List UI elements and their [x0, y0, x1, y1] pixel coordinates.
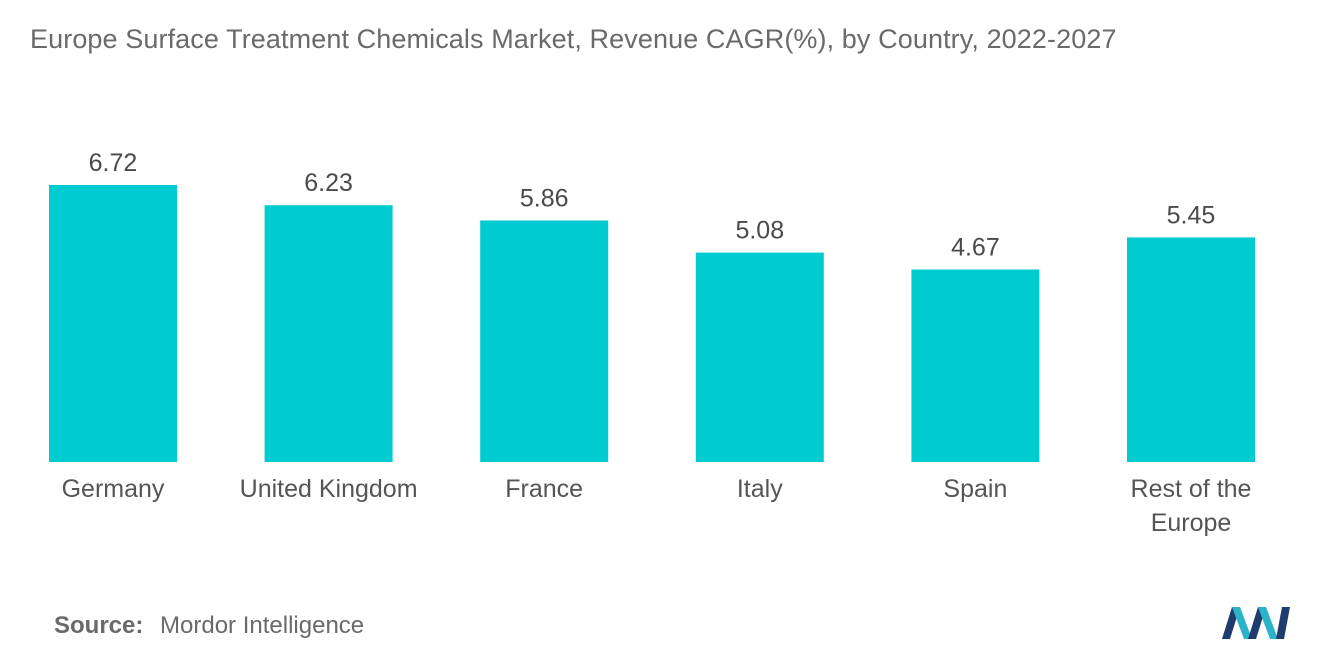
bar-chart: 6.72 6.23 5.86 5.08 4.67 5.45 Germany United K… [49, 149, 1255, 537]
bar-value-label: 5.08 [735, 217, 784, 245]
category-label: Europe [1151, 509, 1232, 537]
bar [695, 252, 824, 462]
category-label: Spain [943, 475, 1007, 503]
bar [264, 205, 393, 462]
bar [480, 220, 609, 462]
mordor-intelligence-logo-icon [1222, 607, 1290, 639]
source-note: Source: Mordor Intelligence [54, 612, 364, 640]
category-label: United Kingdom [240, 475, 418, 503]
category-label: Germany [62, 475, 165, 503]
bar-value-label: 6.23 [304, 169, 353, 197]
category-label: Rest of the [1131, 475, 1252, 503]
source-label: Source: [54, 612, 144, 639]
bar [49, 185, 177, 462]
bar [1127, 237, 1255, 462]
value-labels-group: 6.72 6.23 5.86 5.08 4.67 5.45 [89, 149, 1216, 262]
bars-group [49, 185, 1255, 462]
bar-value-label: 6.72 [89, 149, 138, 177]
chart-title: Europe Surface Treatment Chemicals Marke… [30, 24, 1117, 54]
bar-value-label: 5.45 [1167, 201, 1216, 229]
bar-value-label: 5.86 [520, 185, 569, 213]
bar-value-label: 4.67 [951, 234, 1000, 262]
category-label: France [505, 475, 583, 503]
category-label: Italy [737, 475, 783, 503]
category-labels-group: Germany United Kingdom France Italy Spain Res… [62, 475, 1252, 537]
bar [911, 269, 1040, 462]
source-value: Mordor Intelligence [160, 612, 365, 639]
